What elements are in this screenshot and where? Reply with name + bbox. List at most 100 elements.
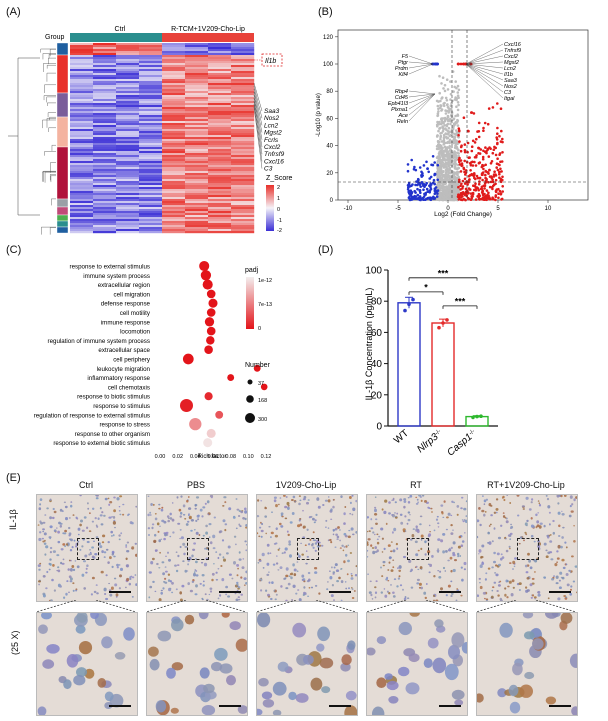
ihc-nucleus — [266, 562, 270, 566]
heatmap-cell — [116, 225, 140, 228]
ihc-nucleus — [262, 699, 275, 708]
volcano-point-ns — [452, 90, 455, 93]
ihc-nucleus — [435, 518, 439, 521]
heatmap-cell — [116, 139, 140, 142]
ihc-nucleus — [224, 523, 228, 526]
volcano-gene-label: Klf4 — [399, 72, 408, 78]
ihc-scale-bar — [219, 591, 241, 593]
ihc-nucleus — [191, 554, 194, 558]
heatmap-cell — [93, 155, 117, 158]
ihc-nucleus — [491, 566, 494, 569]
heatmap-cell — [185, 77, 209, 80]
ihc-stained-cell — [152, 503, 155, 506]
ihc-nucleus — [202, 584, 205, 587]
volcano-gene-label: F5 — [402, 54, 409, 60]
ihc-nucleus — [238, 598, 241, 601]
ihc-nucleus — [38, 537, 42, 542]
heatmap-cell — [185, 203, 209, 206]
heatmap-cell — [185, 165, 209, 168]
heatmap-cell — [185, 71, 209, 74]
ihc-nucleus — [285, 567, 289, 571]
ihc-stained-cell — [126, 577, 130, 582]
ihc-nucleus — [118, 534, 121, 537]
ihc-nucleus — [521, 505, 525, 508]
ihc-nucleus — [75, 589, 78, 592]
heatmap-cell — [70, 87, 94, 90]
volcano-gene-leader — [465, 63, 504, 87]
ihc-nucleus — [125, 564, 130, 568]
ihc-nucleus — [375, 518, 378, 521]
ihc-nucleus — [416, 529, 420, 534]
volcano-point-down — [431, 163, 435, 167]
volcano-point-down — [433, 173, 436, 177]
ihc-connector-line — [366, 600, 407, 612]
ihc-nucleus — [347, 640, 356, 650]
ihc-nucleus — [89, 548, 91, 551]
heatmap-cell — [70, 145, 94, 148]
ihc-stained-cell — [125, 557, 128, 561]
ihc-stained-cell — [179, 598, 183, 601]
heatmap-cell — [70, 169, 94, 172]
ihc-stained-cell — [512, 586, 515, 589]
ihc-nucleus — [237, 596, 240, 598]
volcano-point-up — [494, 189, 498, 192]
volcano-point-up — [466, 150, 469, 154]
heatmap-cell — [70, 55, 94, 58]
ihc-stained-cell — [503, 498, 506, 502]
heatmap-cell — [139, 147, 163, 150]
ihc-nucleus — [235, 527, 238, 530]
heatmap-cell — [116, 47, 140, 50]
heatmap-cell — [93, 131, 117, 134]
ihc-nucleus — [111, 516, 113, 518]
volcano-point-ns — [454, 133, 458, 137]
volcano-point-up — [469, 161, 473, 164]
heatmap-cell — [208, 83, 232, 86]
ihc-nucleus — [232, 516, 236, 519]
volcano-point-up — [483, 150, 487, 154]
heatmap-cell — [139, 101, 163, 104]
volcano-point-up — [458, 178, 461, 182]
volcano-point-down — [436, 192, 439, 195]
heatmap-cell — [231, 181, 255, 184]
ihc-nucleus — [301, 578, 304, 581]
volcano-point-ns — [446, 186, 450, 190]
ihc-nucleus — [452, 553, 456, 557]
heatmap-cell — [185, 49, 209, 52]
ihc-stained-cell — [518, 582, 522, 585]
ihc-nucleus — [215, 571, 218, 574]
volcano-point-ns — [440, 104, 443, 107]
ihc-nucleus — [352, 533, 355, 536]
volcano-point-up — [478, 152, 482, 155]
ihc-nucleus — [197, 518, 200, 521]
heatmap-cell — [93, 191, 117, 194]
heatmap-cell — [162, 77, 186, 80]
ihc-nucleus — [131, 596, 134, 598]
ihc-nucleus — [169, 512, 172, 516]
ihc-nucleus — [95, 584, 98, 586]
heatmap-cell — [231, 211, 255, 214]
ihc-nucleus — [73, 539, 76, 542]
heatmap-cell — [139, 87, 163, 90]
ihc-nucleus — [278, 547, 281, 550]
ihc-nucleus — [394, 501, 397, 504]
heatmap-cell — [93, 63, 117, 66]
ihc-nucleus — [164, 581, 168, 584]
volcano-point-up — [477, 182, 481, 186]
ihc-stained-cell — [222, 505, 225, 507]
ihc-nucleus — [565, 563, 568, 566]
ihc-stained-cell — [240, 576, 243, 579]
ihc-nucleus — [530, 534, 534, 538]
ihc-nucleus — [561, 513, 565, 516]
ihc-nucleus — [442, 550, 445, 554]
heatmap-cell — [231, 183, 255, 186]
ihc-nucleus — [39, 520, 42, 523]
volcano-point-up — [487, 194, 490, 197]
ihc-nucleus — [212, 547, 216, 550]
heatmap-cell — [185, 79, 209, 82]
ihc-nucleus — [160, 538, 163, 540]
ihc-nucleus — [302, 594, 305, 596]
heatmap-cell — [116, 103, 140, 106]
volcano-point-ns — [454, 114, 457, 118]
enrichment-dot — [206, 428, 216, 438]
ihc-stained-cell — [424, 500, 427, 503]
